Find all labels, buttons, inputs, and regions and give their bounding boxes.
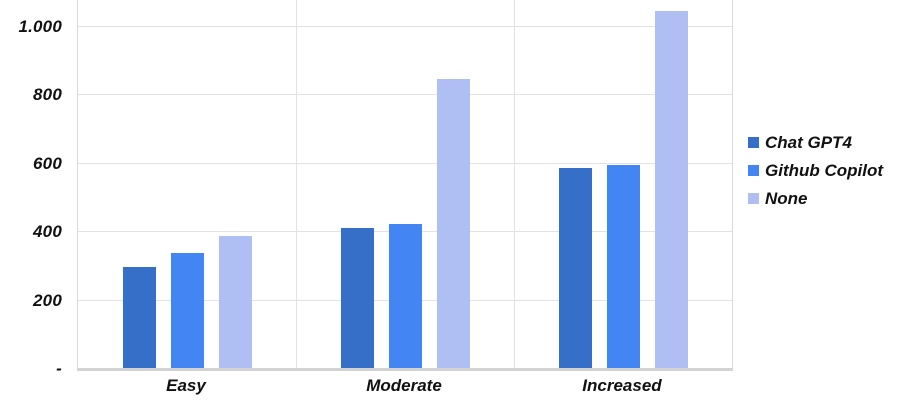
- bar-github-copilot: [388, 224, 422, 368]
- y-tick-label: 600: [33, 154, 62, 173]
- bar-group-increased: [514, 0, 732, 368]
- x-gridline: [296, 0, 297, 368]
- legend-label: Github Copilot: [765, 161, 884, 180]
- x-tick-label: Moderate: [366, 376, 442, 395]
- bar-chat-gpt4: [122, 267, 156, 368]
- bar-none: [218, 236, 252, 368]
- legend-item: Github Copilot: [748, 162, 883, 179]
- legend-swatch-icon: [748, 137, 759, 148]
- bar-group-moderate: [296, 0, 514, 368]
- y-tick-label: 1.000: [18, 17, 62, 36]
- bar-group-easy: [78, 0, 296, 368]
- bar-github-copilot: [170, 253, 204, 368]
- bar-none: [654, 11, 688, 368]
- y-tick-label: 400: [33, 222, 62, 241]
- y-gridline: [78, 94, 732, 95]
- plot-area: [77, 0, 733, 371]
- legend-item: Chat GPT4: [748, 134, 883, 151]
- y-gridline: [78, 26, 732, 27]
- y-gridline: [78, 163, 732, 164]
- bar-chat-gpt4: [558, 168, 592, 368]
- y-axis: 1.000 800 600 400 200 -: [0, 0, 64, 380]
- legend-label: Chat GPT4: [765, 133, 852, 152]
- x-axis: Easy Moderate Increased: [77, 376, 731, 400]
- bar-github-copilot: [606, 165, 640, 368]
- legend-label: None: [765, 189, 808, 208]
- legend-item: None: [748, 190, 883, 207]
- x-tick-label: Increased: [582, 376, 662, 395]
- bar-chat-gpt4: [340, 228, 374, 368]
- y-tick-label: 200: [33, 291, 62, 310]
- x-tick-label: Easy: [166, 376, 206, 395]
- bar-none: [436, 79, 470, 368]
- legend-swatch-icon: [748, 165, 759, 176]
- legend-swatch-icon: [748, 193, 759, 204]
- y-tick-label: -: [56, 359, 62, 378]
- legend: Chat GPT4 Github Copilot None: [748, 134, 883, 218]
- y-tick-label: 800: [33, 85, 62, 104]
- x-gridline: [514, 0, 515, 368]
